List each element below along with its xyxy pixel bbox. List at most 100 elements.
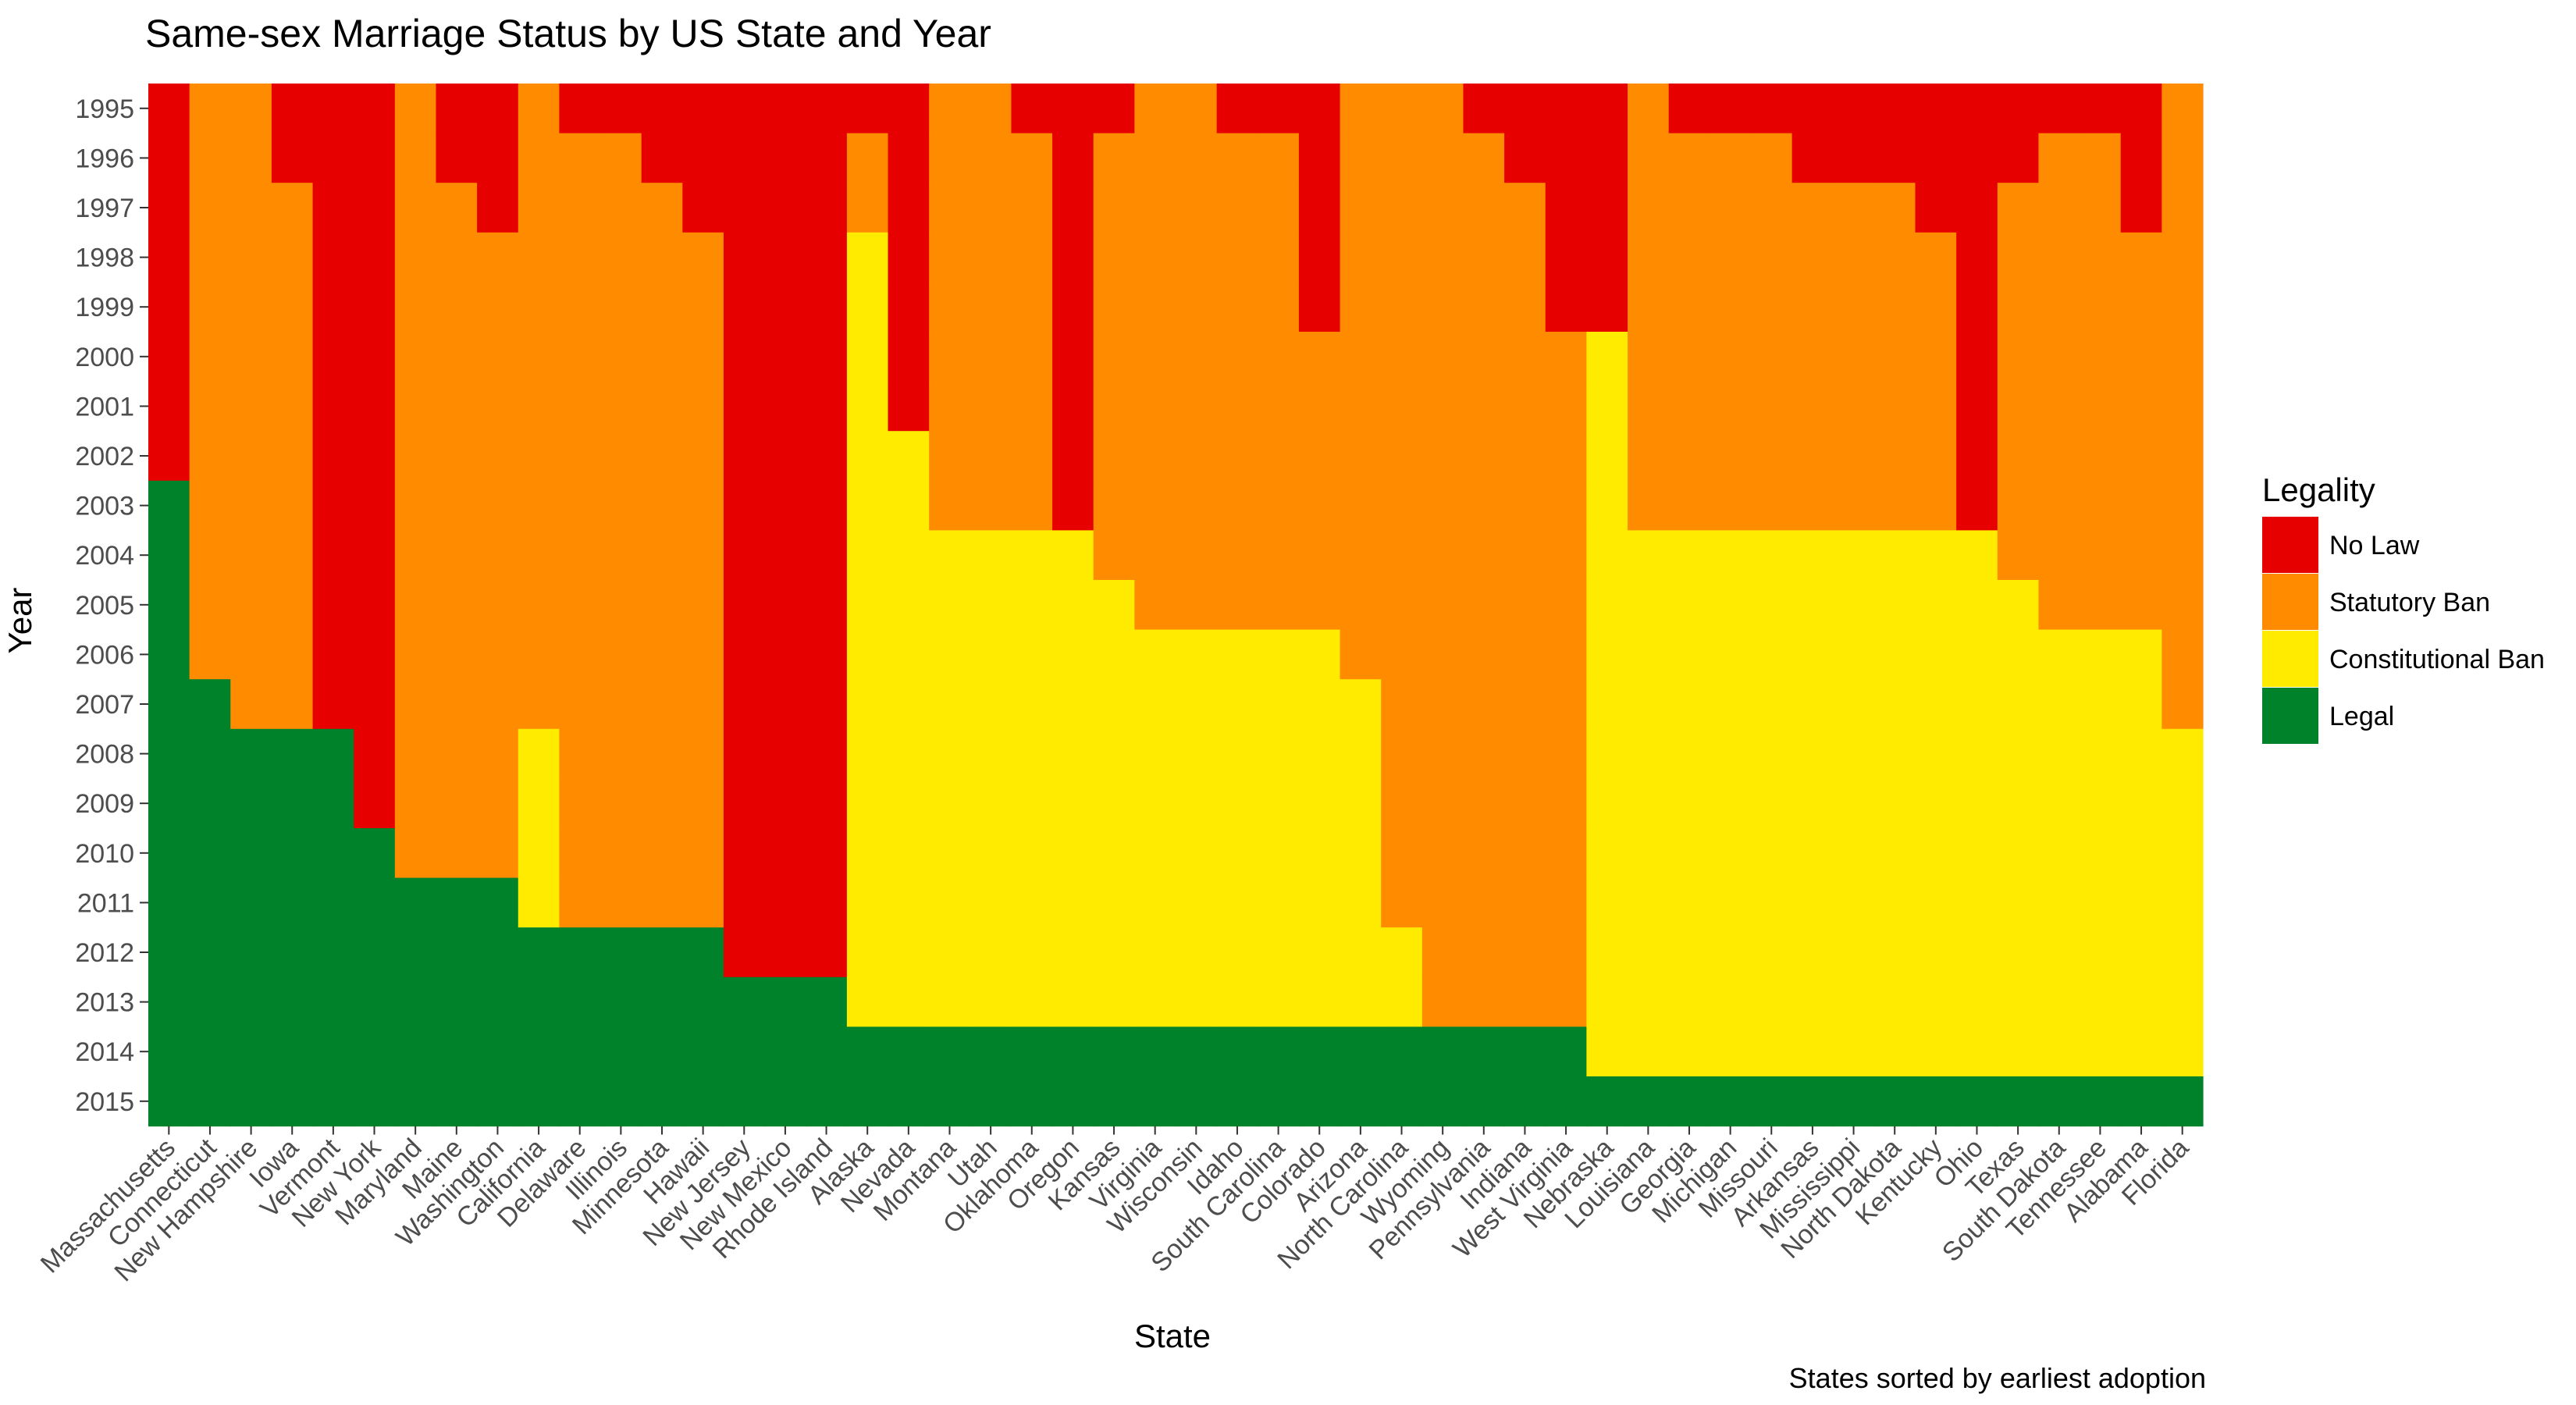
heatmap-cell [1833,580,1875,631]
heatmap-cell [394,1076,437,1127]
heatmap-cell [436,1076,478,1127]
heatmap-cell [1586,778,1628,829]
heatmap-cell [148,183,190,233]
heatmap-cell [723,679,766,730]
heatmap-cell [1340,976,1382,1027]
heatmap-cell [1340,679,1382,730]
legend-swatch [2262,688,2318,744]
heatmap-cell [312,232,354,283]
heatmap-cell [436,84,478,134]
heatmap-cell [888,828,930,879]
heatmap-cell [1052,580,1094,631]
heatmap-cell [271,332,314,382]
heatmap-cell [354,1076,396,1127]
heatmap-cell [1956,828,1998,879]
y-tick-label: 1995 [75,94,134,124]
heatmap-cell [1833,480,1875,531]
heatmap-cell [806,778,848,829]
heatmap-cell [764,679,806,730]
heatmap-cell [2120,728,2162,779]
heatmap-cell [1093,580,1135,631]
heatmap-cell [1545,431,1587,482]
heatmap-cell [1873,1026,1916,1077]
heatmap-cell [1833,828,1875,879]
heatmap-cell [682,976,724,1027]
heatmap-cell [1668,580,1710,631]
heatmap-cell [477,778,519,829]
x-axis-title: State [1134,1318,1211,1354]
heatmap-cell [682,877,724,928]
heatmap-cell [230,877,272,928]
heatmap-cell [1504,431,1546,482]
heatmap-cell [1216,84,1258,134]
heatmap-cell [1298,530,1341,581]
heatmap-cell [1176,381,1218,432]
heatmap-cell [2080,183,2122,233]
heatmap-cell [1298,778,1341,829]
heatmap-cell [230,580,272,631]
heatmap-cell [394,679,437,730]
heatmap-cell [1463,381,1505,432]
heatmap-cell [189,976,231,1027]
heatmap-cell [1093,1026,1135,1077]
heatmap-cell [1956,1076,1998,1127]
heatmap-cell [1421,480,1464,531]
heatmap-cell [806,480,848,531]
heatmap-cell [230,232,272,283]
heatmap-cell [394,976,437,1027]
heatmap-cell [1381,728,1423,779]
heatmap-cell [477,1026,519,1077]
heatmap-cell [970,679,1012,730]
heatmap-cell [682,183,724,233]
heatmap-cell [1668,828,1710,879]
heatmap-cell [230,679,272,730]
heatmap-cell [1545,1026,1587,1077]
heatmap-cell [1833,282,1875,333]
heatmap-cell [2161,480,2204,531]
heatmap-cell [723,133,766,183]
heatmap-cell [723,84,766,134]
heatmap-cell [1421,580,1464,631]
heatmap-cell [929,1026,971,1077]
heatmap-cell [230,480,272,531]
heatmap-cell [1134,282,1176,333]
heatmap-cell [354,332,396,382]
heatmap-cell [2120,976,2162,1027]
heatmap-cell [312,183,354,233]
heatmap-cell [1381,183,1423,233]
heatmap-cell [559,877,601,928]
heatmap-cell [1915,332,1957,382]
heatmap-cell [1833,927,1875,978]
heatmap-cell [148,133,190,183]
heatmap-cell [806,877,848,928]
heatmap-cell [559,927,601,978]
heatmap-cell [1628,1026,1670,1077]
heatmap-cell [394,877,437,928]
heatmap-cell [2080,679,2122,730]
heatmap-cell [2161,381,2204,432]
heatmap-cell [641,877,683,928]
heatmap-cell [559,679,601,730]
heatmap-cell [1873,877,1916,928]
heatmap-cell [2161,976,2204,1027]
heatmap-cell [148,580,190,631]
heatmap-cell [1421,976,1464,1027]
heatmap-cell [1011,1026,1053,1077]
heatmap-cell [1216,480,1258,531]
heatmap-cell [189,431,231,482]
heatmap-cell [723,927,766,978]
heatmap-cell [846,480,889,531]
heatmap-cell [888,927,930,978]
heatmap-cell [518,679,560,730]
heatmap-cell [1504,332,1546,382]
heatmap-cell [1873,232,1916,283]
heatmap-cell [929,728,971,779]
heatmap-cell [1586,381,1628,432]
heatmap-cell [1298,183,1341,233]
heatmap-cell [477,679,519,730]
heatmap-cell [1216,282,1258,333]
heatmap-cell [1134,1076,1176,1127]
heatmap-cell [1586,332,1628,382]
heatmap-cell [518,629,560,680]
heatmap-cell [600,480,642,531]
